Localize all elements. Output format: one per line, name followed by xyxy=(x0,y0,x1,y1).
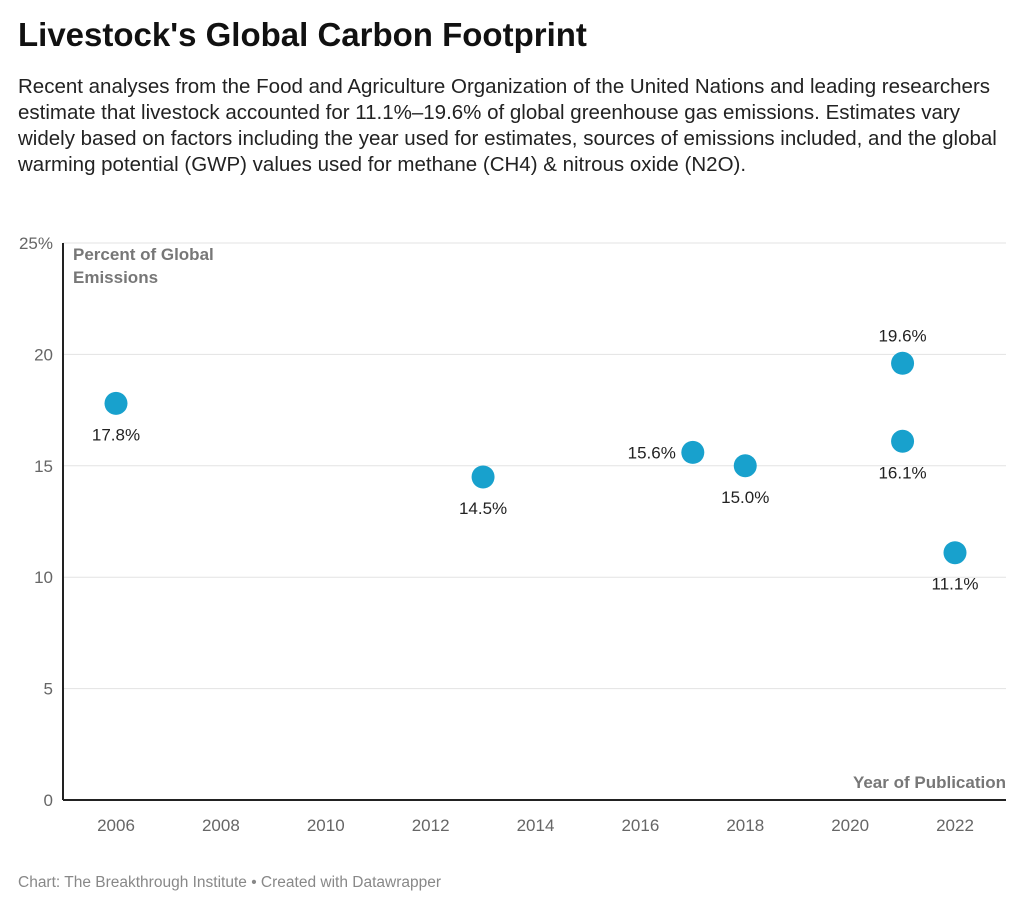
x-tick-label: 2006 xyxy=(97,816,135,835)
chart-subtitle: Recent analyses from the Food and Agricu… xyxy=(18,75,997,176)
y-tick-label: 5 xyxy=(44,680,53,699)
x-tick-label: 2012 xyxy=(412,816,450,835)
y-tick-label: 0 xyxy=(44,791,53,810)
data-point xyxy=(943,541,967,565)
data-point xyxy=(733,454,757,478)
data-label: 15.0% xyxy=(721,488,769,507)
data-label: 11.1% xyxy=(932,575,979,594)
data-label: 17.8% xyxy=(92,425,140,444)
data-point xyxy=(891,429,915,453)
x-tick-label: 2022 xyxy=(936,816,974,835)
gridlines xyxy=(62,242,1006,801)
x-tick-label: 2014 xyxy=(517,816,555,835)
y-axis-title: Percent of Global Emissions xyxy=(73,245,214,287)
x-axis-title: Year of Publication xyxy=(853,773,1006,792)
y-tick-label: 15 xyxy=(34,457,53,476)
data-point xyxy=(104,391,128,415)
x-tick-label: 2016 xyxy=(621,816,659,835)
data-point xyxy=(681,440,705,464)
x-tick-label: 2008 xyxy=(202,816,240,835)
data-label: 15.6% xyxy=(628,443,676,462)
data-label: 14.5% xyxy=(459,499,507,518)
x-ticks: 2006 2008 2010 2012 2014 2016 2018 2020 2022 xyxy=(97,816,974,835)
x-tick-label: 2018 xyxy=(726,816,764,835)
data-points: 17.8% 14.5% 15.6% 15.0% 19.6% 16.1% 11.1% xyxy=(92,326,979,593)
y-ticks: 0 5 10 15 20 25% xyxy=(19,234,53,810)
data-label: 16.1% xyxy=(878,463,926,482)
data-label: 19.6% xyxy=(878,326,926,345)
scatter-chart: 0 5 10 15 20 25% 2006 2008 2010 2012 2014 2016 2018… xyxy=(19,234,1006,835)
chart-title: Livestock's Global Carbon Footprint xyxy=(18,16,587,53)
chart-footer: Chart: The Breakthrough Institute • Crea… xyxy=(18,874,441,891)
y-tick-label: 25% xyxy=(19,234,53,253)
data-point xyxy=(891,351,915,375)
x-tick-label: 2020 xyxy=(831,816,869,835)
data-point xyxy=(471,465,495,489)
x-tick-label: 2010 xyxy=(307,816,345,835)
y-tick-label: 20 xyxy=(34,345,53,364)
y-tick-label: 10 xyxy=(34,568,53,587)
